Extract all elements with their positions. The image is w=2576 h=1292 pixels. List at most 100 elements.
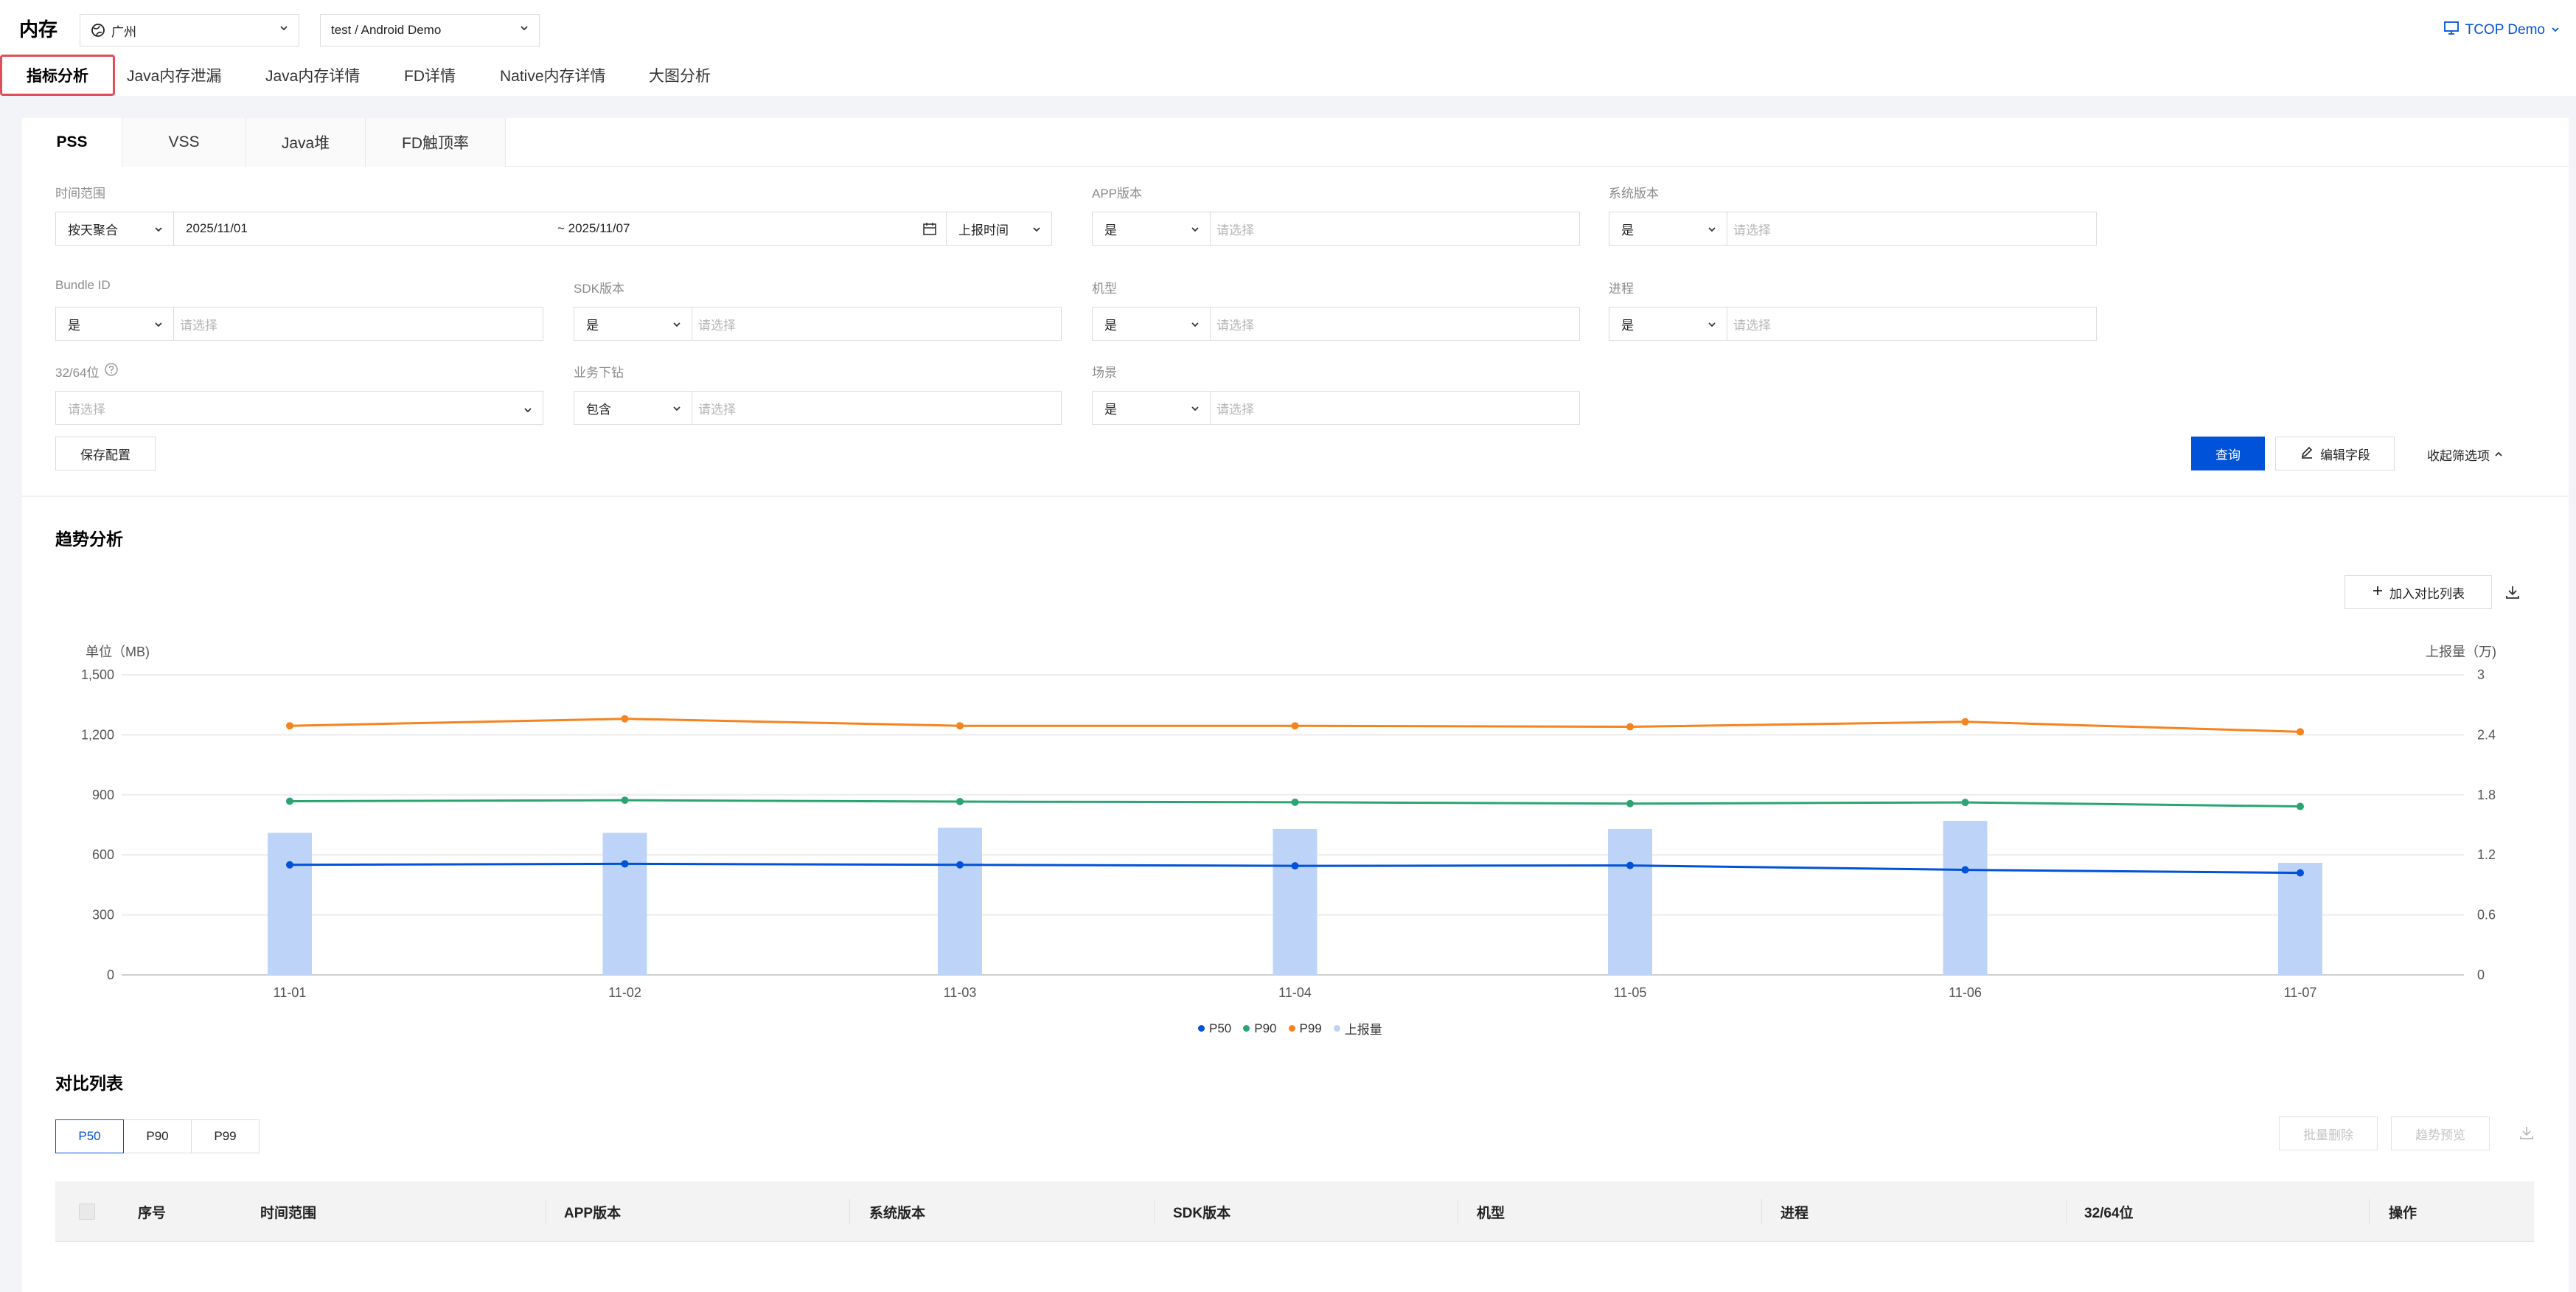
column-divider (1761, 1199, 1762, 1224)
tab-large-image[interactable]: 大图分析 (649, 68, 711, 85)
point-p99 (956, 722, 964, 730)
sdk-version-input[interactable]: 请选择 (698, 318, 736, 333)
tab-p90[interactable]: P90 (123, 1119, 192, 1153)
time-range-field: 按天聚合 2025/11/01 ~ 2025/11/07 上报时间 (55, 212, 1052, 246)
x-tick: 11-05 (1614, 985, 1647, 1000)
y-tick-right: 0.6 (2477, 908, 2496, 923)
legend-item-reports[interactable]: 上报量 (1333, 1019, 1382, 1038)
app-version-input[interactable]: 请选择 (1216, 223, 1254, 237)
tab-vss[interactable]: VSS (122, 118, 246, 167)
chevron-down-icon (279, 24, 288, 32)
legend-item-p90[interactable]: P90 (1243, 1019, 1277, 1038)
table-download-icon[interactable] (2518, 1124, 2535, 1145)
y-tick-left: 1,200 (81, 727, 114, 742)
tab-p99[interactable]: P99 (191, 1119, 260, 1153)
account-menu[interactable]: TCOP Demo (2443, 21, 2560, 40)
account-name: TCOP Demo (2465, 22, 2545, 38)
model-op[interactable]: 是 (1093, 308, 1211, 340)
system-version-input[interactable]: 请选择 (1733, 223, 1771, 237)
col-process: 进程 (1780, 1205, 1809, 1221)
point-p99 (2297, 728, 2304, 736)
download-icon[interactable] (2504, 583, 2521, 605)
point-p90 (1291, 798, 1299, 806)
app-version-op[interactable]: 是 (1093, 212, 1211, 245)
scene-field: 是 请选择 (1092, 391, 1580, 425)
top-header: 内存 广州 test / Android Demo TCOP Demo 指标分析… (0, 0, 2576, 96)
tab-java-leak[interactable]: Java内存泄漏 (127, 68, 222, 85)
op-value: 是 (1104, 223, 1117, 237)
tab-p50[interactable]: P50 (55, 1119, 124, 1153)
aggregate-value: 按天聚合 (68, 223, 118, 237)
tab-java-detail[interactable]: Java内存详情 (265, 68, 361, 85)
chevron-down-icon (520, 24, 529, 32)
add-compare-button[interactable]: 加入对比列表 (2344, 575, 2492, 609)
process-input[interactable]: 请选择 (1733, 318, 1771, 333)
chevron-up-icon (2494, 448, 2503, 462)
point-p50 (621, 860, 629, 868)
query-button[interactable]: 查询 (2191, 437, 2265, 470)
process-op[interactable]: 是 (1609, 308, 1727, 340)
arch-label-group: 32/64位 (55, 362, 119, 381)
col-sdk-version: SDK版本 (1173, 1205, 1231, 1221)
calendar-icon[interactable] (922, 221, 937, 240)
select-all-checkbox[interactable] (79, 1204, 95, 1220)
point-p90 (2297, 802, 2304, 810)
percentile-tabs: P50 P90 P99 (55, 1119, 260, 1153)
tab-native-detail[interactable]: Native内存详情 (500, 68, 606, 85)
tab-pss[interactable]: PSS (22, 118, 122, 167)
arch-label: 32/64位 (55, 366, 100, 380)
column-divider (849, 1199, 850, 1224)
op-value: 是 (1621, 223, 1634, 237)
app-select[interactable]: test / Android Demo (320, 14, 540, 46)
section-divider (22, 496, 2569, 497)
chevron-down-icon (1191, 223, 1200, 237)
model-field: 是 请选择 (1092, 307, 1580, 341)
arch-select[interactable]: 请选择 (55, 391, 543, 425)
col-app-version: APP版本 (564, 1205, 622, 1221)
bundle-id-label: Bundle ID (55, 278, 111, 292)
y-tick-left: 0 (107, 968, 114, 982)
tab-java-heap[interactable]: Java堆 (246, 118, 366, 167)
sdk-version-op[interactable]: 是 (574, 308, 692, 340)
scene-op[interactable]: 是 (1093, 392, 1211, 424)
y-tick-right: 2.4 (2477, 727, 2496, 742)
bundle-id-input[interactable]: 请选择 (180, 318, 217, 333)
system-version-op[interactable]: 是 (1609, 212, 1727, 245)
bar-reports (1943, 821, 1988, 975)
business-input[interactable]: 请选择 (698, 402, 736, 417)
chevron-down-icon (672, 318, 681, 333)
line-p50 (289, 862, 2301, 875)
op-value: 是 (1104, 402, 1117, 417)
business-op[interactable]: 包含 (574, 392, 692, 424)
edit-fields-button[interactable]: 编辑字段 (2275, 437, 2395, 470)
model-input[interactable]: 请选择 (1216, 318, 1254, 333)
chevron-down-icon (154, 223, 163, 237)
batch-delete-button[interactable]: 批量删除 (2279, 1116, 2378, 1150)
save-config-button[interactable]: 保存配置 (55, 437, 156, 470)
chevron-down-icon (1032, 223, 1041, 237)
page-title: 内存 (19, 18, 58, 41)
point-p90 (286, 797, 293, 805)
tab-fd-rate[interactable]: FD触顶率 (366, 118, 506, 167)
tab-metric-analysis[interactable]: 指标分析 (0, 55, 115, 96)
date-range-picker[interactable]: 2025/11/01 ~ 2025/11/07 (174, 212, 947, 245)
edit-icon (2300, 445, 2314, 463)
collapse-filters-button[interactable]: 收起筛选项 (2427, 445, 2503, 464)
globe-icon (91, 23, 105, 38)
help-icon[interactable] (104, 362, 119, 381)
legend-item-p50[interactable]: P50 (1198, 1019, 1231, 1038)
scene-label: 场景 (1092, 366, 1117, 380)
region-select[interactable]: 广州 (80, 14, 299, 46)
legend-item-p99[interactable]: P99 (1288, 1019, 1322, 1038)
time-type-select[interactable]: 上报时间 (947, 212, 1051, 245)
aggregate-select[interactable]: 按天聚合 (56, 212, 174, 245)
bundle-id-op[interactable]: 是 (56, 308, 174, 340)
start-date: 2025/11/01 (186, 221, 248, 235)
end-date: ~ 2025/11/07 (557, 221, 630, 235)
tab-fd-detail[interactable]: FD详情 (404, 68, 456, 85)
trend-preview-button[interactable]: 趋势预览 (2391, 1116, 2490, 1150)
legend-dot (1198, 1025, 1205, 1032)
col-arch: 32/64位 (2084, 1205, 2134, 1221)
scene-input[interactable]: 请选择 (1216, 402, 1254, 417)
line-p90 (289, 799, 2301, 808)
